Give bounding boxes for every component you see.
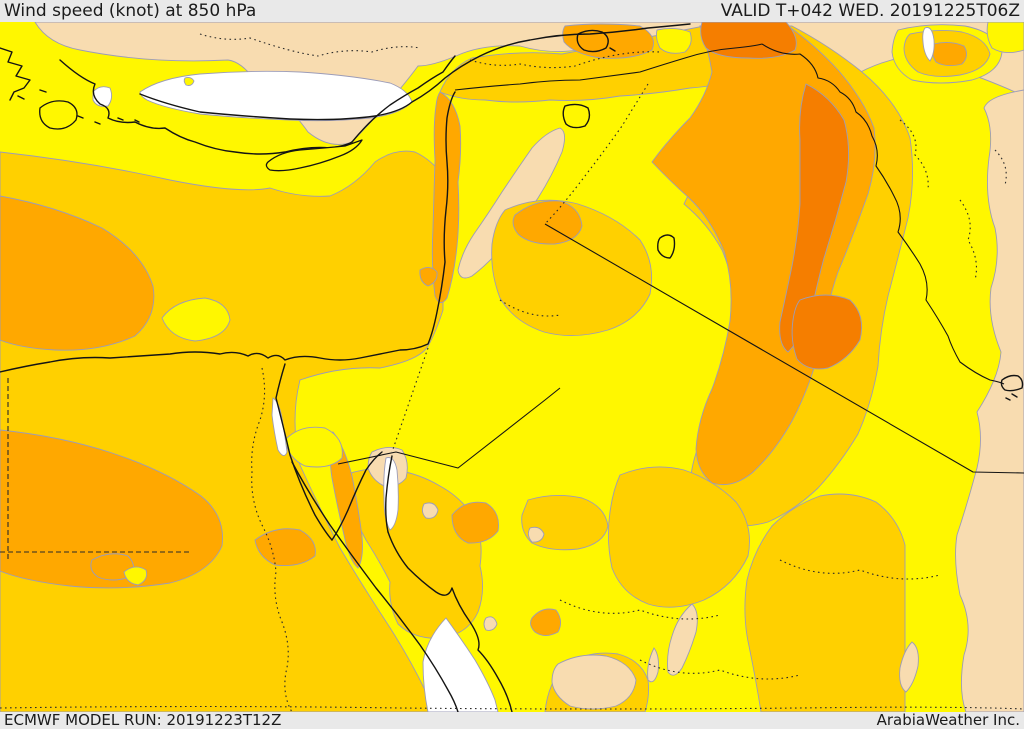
lake-assad	[562, 103, 591, 129]
lake-tharthar	[657, 234, 676, 259]
border-iraq-saudi	[544, 223, 1024, 474]
coast-levant-egypt	[0, 91, 456, 373]
band-darkorange-mid	[779, 83, 849, 353]
band-yellow-sinai	[284, 426, 343, 468]
band-peach-bottom-center	[551, 654, 637, 710]
coast-sinai-east-aqaba	[331, 451, 383, 541]
band-orange-lebanon-coast	[431, 91, 462, 303]
calm-dead-sea	[383, 457, 399, 531]
coast-aqaba-east-shore	[385, 455, 393, 533]
calm-marmara	[92, 86, 113, 107]
calm-black-sea	[139, 70, 413, 122]
coast-levant-turkey	[351, 55, 456, 143]
band-orange-syria-blob	[512, 200, 583, 245]
calm-lake-urmia	[922, 27, 935, 62]
border-bottom-edge	[0, 705, 1024, 710]
border-jordan-saudi	[337, 387, 561, 469]
coast-island-rhodes	[39, 100, 78, 130]
border-turkey-syria	[454, 43, 763, 91]
band-orange-bottom-small	[530, 608, 561, 636]
coastlines	[0, 23, 1024, 712]
valid-time-label: VALID T+042 WED. 20191225T06Z	[720, 0, 1020, 21]
footer-bar: ECMWF MODEL RUN: 20191223T12Z ArabiaWeat…	[0, 712, 1024, 729]
band-gold-saudi-2	[744, 493, 906, 712]
coast-redsea-arabia	[387, 531, 513, 712]
border-syria-iraq	[544, 83, 649, 225]
border-turkey-inner1	[199, 33, 421, 57]
model-run-label: ECMWF MODEL RUN: 20191223T12Z	[4, 711, 282, 729]
country-borders	[0, 33, 1024, 712]
border-iraq-iran	[761, 43, 1005, 385]
attribution-label: ArabiaWeather Inc.	[876, 711, 1020, 729]
band-orange-egypt-patch2	[254, 528, 316, 567]
coast-islets	[17, 89, 140, 125]
border-iran-inner1	[899, 119, 929, 191]
wind-speed-map	[0, 22, 1024, 712]
band-peach-sliver3	[899, 641, 919, 693]
calm-gulf-of-suez	[271, 397, 288, 456]
coast-turkey-west	[59, 59, 353, 155]
wind-map-svg	[0, 22, 1024, 712]
band-peach-east-edge	[955, 89, 1024, 712]
border-saudi-inner1	[559, 599, 721, 620]
border-saudi-inner2	[779, 559, 941, 580]
band-peach-beqaa	[457, 127, 565, 279]
coast-persian-gulf	[1000, 374, 1024, 401]
border-saudi-inner3	[639, 659, 801, 680]
band-orange-west-med	[0, 195, 155, 351]
border-turkey-inner2	[469, 51, 661, 69]
band-gold-hejaz	[345, 468, 483, 639]
map-title: Wind speed (knot) at 850 hPa	[4, 0, 257, 21]
band-yellow-turkey-pocket	[655, 27, 692, 54]
band-peach-spot-coast	[421, 502, 439, 519]
calm-black-sea-dot	[183, 76, 195, 86]
calm-red-sea	[422, 617, 499, 712]
band-yellow-sea-blob	[161, 297, 231, 342]
band-gold-saudi-1	[607, 466, 750, 608]
border-syria-desert	[499, 299, 561, 317]
coast-aegean	[0, 47, 31, 101]
river-nile	[251, 367, 293, 712]
band-orange-iran-core	[931, 41, 967, 67]
border-egypt-israel	[391, 347, 429, 453]
band-yellow-ne-corner	[986, 22, 1024, 53]
coast-cyprus	[265, 139, 363, 172]
band-orange-redsea-hills	[329, 430, 363, 569]
band-peach-sliver2	[647, 647, 659, 683]
band-darkorange-low	[791, 294, 863, 370]
band-peach-spot-desert	[527, 526, 545, 543]
band-peach-spot-tabuk	[483, 616, 498, 631]
band-peach-sliver1	[667, 603, 698, 676]
lake-van	[576, 29, 616, 53]
band-orange-sea-dot	[419, 267, 438, 287]
band-orange-jordan-blob	[451, 501, 499, 544]
coast-redsea-africa	[291, 461, 459, 712]
header-bar: Wind speed (knot) at 850 hPa VALID T+042…	[0, 0, 1024, 22]
coast-sinai-west	[275, 363, 333, 541]
band-orange-sw-egypt	[0, 429, 223, 589]
band-yellow-egypt-dot	[123, 566, 148, 586]
wind-band-fills	[0, 22, 1024, 712]
